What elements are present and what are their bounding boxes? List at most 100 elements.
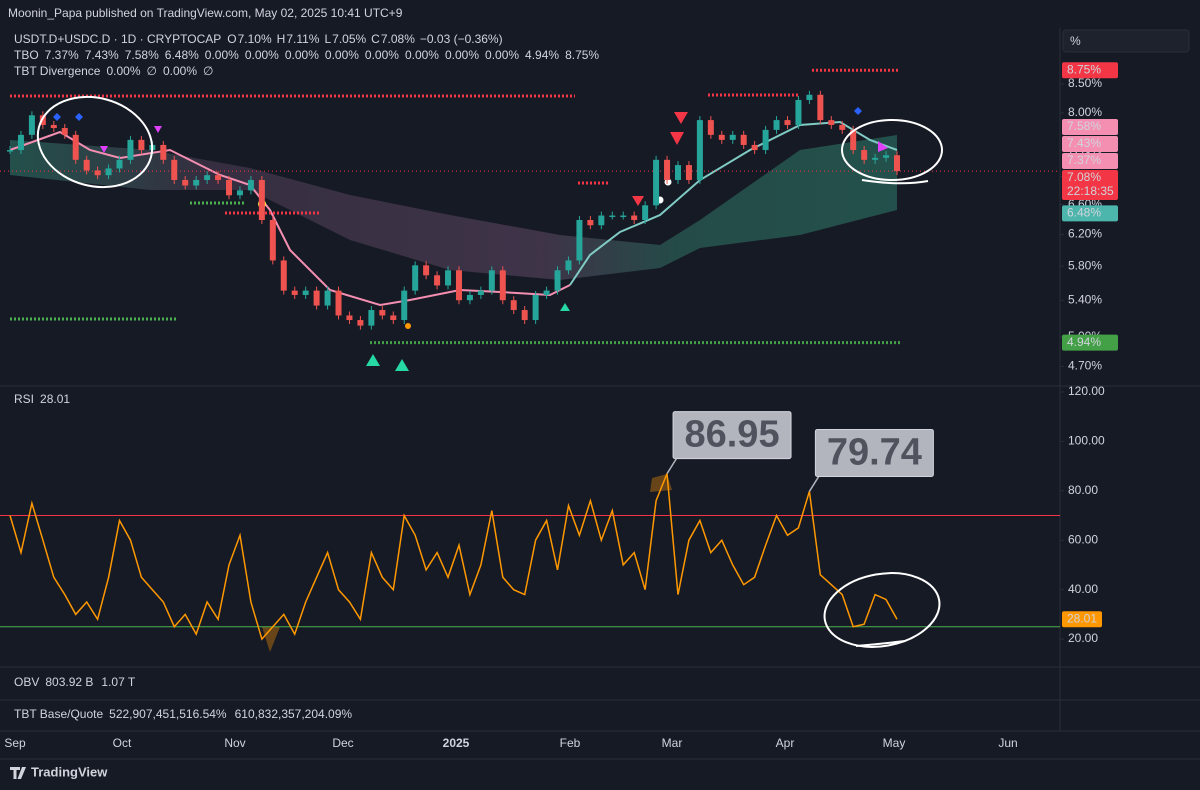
price-badge — [1062, 62, 1118, 79]
y-tick-label: 6.20% — [1068, 227, 1102, 241]
candle — [258, 179, 265, 220]
legend-text: TBT Divergence — [14, 64, 101, 78]
candle — [291, 290, 298, 295]
price-badge-label: 6.48% — [1067, 206, 1101, 220]
candle — [61, 128, 68, 135]
legend-text: ∅ — [203, 64, 213, 78]
signal-marker — [154, 126, 162, 133]
callout-pointer — [808, 475, 821, 492]
candle — [543, 290, 550, 295]
signal-marker — [670, 132, 684, 145]
candle — [729, 134, 736, 140]
price-badge-label: 4.94% — [1067, 335, 1101, 349]
legend-text: 522,907,451,516.54% — [109, 707, 227, 721]
hand-drawn-underline — [855, 640, 906, 647]
legend-text: 1.07 T — [101, 675, 135, 689]
price-badge — [1062, 135, 1118, 152]
signal-marker — [674, 112, 688, 124]
legend-text: USDT.D+USDC.D · 1D · CRYPTOCAP — [14, 32, 221, 46]
legend-text: C — [371, 32, 380, 46]
candle — [850, 129, 857, 151]
candle — [302, 290, 309, 295]
y-tick-label: 5.40% — [1068, 292, 1102, 306]
candle — [401, 290, 408, 321]
signal-marker — [878, 141, 888, 152]
x-tick-label: 2025 — [443, 736, 470, 750]
legend-text: 6.48% — [165, 48, 199, 62]
candle — [39, 115, 46, 125]
legend-text: 0.00% — [106, 64, 140, 78]
candle — [357, 320, 364, 326]
legend-text: −0.03 (−0.36%) — [420, 32, 503, 46]
y-tick-label: 5.80% — [1068, 258, 1102, 272]
candle — [182, 179, 189, 186]
legend-text: L — [324, 32, 331, 46]
candle — [247, 179, 254, 191]
candle — [817, 94, 824, 121]
candle — [532, 294, 539, 321]
x-tick-label: Nov — [224, 736, 245, 750]
candle — [455, 270, 462, 301]
legend-text: 7.43% — [85, 48, 119, 62]
hand-drawn-circle — [841, 119, 943, 181]
scale-button[interactable]: % — [1070, 34, 1081, 48]
candle — [554, 270, 561, 291]
signal-marker — [560, 303, 570, 311]
candle — [565, 260, 572, 271]
brand-logo — [10, 767, 26, 779]
legend-text: 0.00% — [205, 48, 239, 62]
signal-marker — [395, 359, 409, 371]
x-tick-label: Jun — [998, 736, 1017, 750]
signal-marker — [405, 323, 411, 329]
candle — [587, 219, 594, 226]
candle — [784, 120, 791, 125]
candle — [346, 315, 353, 321]
rsi-fill — [650, 474, 672, 492]
candle — [72, 134, 79, 160]
candle — [707, 120, 714, 135]
hand-drawn-circle — [823, 572, 941, 648]
scale-button-box[interactable] — [1062, 29, 1190, 53]
overlay: % Moonin_Papa published on TradingView.c… — [8, 6, 1190, 779]
legend-text: 7.08% — [381, 32, 415, 46]
candle — [204, 175, 211, 180]
candle — [894, 155, 900, 172]
candle — [7, 150, 13, 152]
signal-marker — [854, 107, 862, 115]
candle — [50, 124, 57, 129]
x-tick-label: Sep — [4, 736, 26, 750]
x-tick-label: Mar — [662, 736, 683, 750]
candle — [477, 290, 484, 295]
candle — [313, 290, 320, 306]
legend-text: 0.00% — [445, 48, 479, 62]
candle — [609, 215, 616, 218]
candle — [138, 139, 145, 151]
candle — [488, 270, 495, 291]
candle — [193, 179, 200, 186]
last-value-badge — [1062, 611, 1102, 628]
x-tick-label: Apr — [776, 736, 795, 750]
signal-marker — [53, 113, 61, 121]
candle — [762, 129, 769, 151]
callout-box — [672, 411, 792, 460]
candle — [105, 168, 112, 176]
candle — [674, 165, 681, 180]
candle — [127, 139, 134, 160]
candle — [423, 265, 430, 276]
last-value-label: 28.01 — [1067, 611, 1097, 625]
legend-text: 7.58% — [125, 48, 159, 62]
indicator-cloud — [10, 135, 897, 280]
candle — [160, 144, 167, 160]
x-tick-label: May — [883, 736, 906, 750]
signal-marker — [75, 113, 83, 121]
price-badge-label: 7.43% — [1067, 136, 1101, 150]
callout-box — [814, 428, 934, 477]
candle — [631, 215, 638, 220]
candle — [751, 144, 758, 151]
candle — [236, 190, 243, 196]
candle — [434, 275, 441, 286]
y-tick-label: 60.00 — [1068, 532, 1098, 546]
